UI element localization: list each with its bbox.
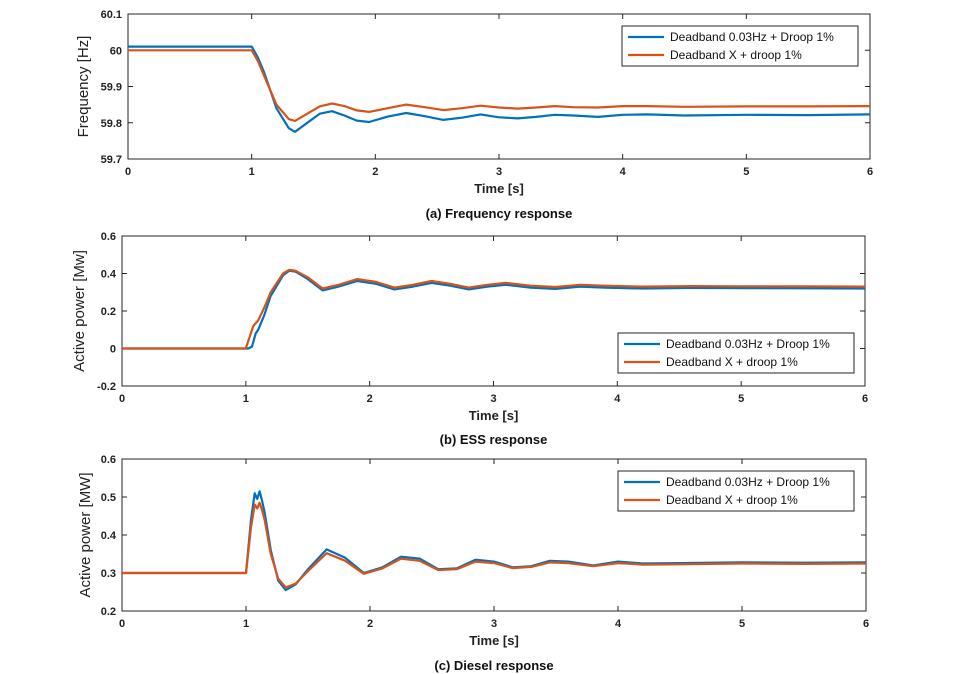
- series-line-1: [128, 45, 871, 133]
- x-tick-label: 1: [249, 166, 255, 178]
- y-tick-label: 0.4: [101, 530, 117, 542]
- series-line-2: [122, 268, 866, 350]
- y-axis-label: Frequency [Hz]: [75, 36, 92, 138]
- x-tick-label: 5: [743, 166, 749, 178]
- panel-caption: (c) Diesel response: [434, 658, 553, 673]
- legend-box: [621, 25, 859, 67]
- legend-label-1: Deadband 0.03Hz + Droop 1%: [666, 475, 830, 489]
- series-line-1: [122, 269, 866, 350]
- x-tick-label: 6: [863, 618, 869, 630]
- x-tick-label: 2: [367, 618, 373, 630]
- panel-caption: (a) Frequency response: [426, 206, 573, 221]
- y-tick-label: 0.3: [101, 568, 116, 580]
- x-axis-label: Time [s]: [474, 181, 524, 196]
- x-tick-label: 3: [496, 166, 502, 178]
- x-tick-label: 5: [739, 618, 745, 630]
- frequency-response-panel: 0 1 2 3 4 5 6 59.7 59.8 59.9 60 60.1 Time [s] Frequen…: [75, 9, 873, 221]
- y-tick-label: 60.1: [101, 9, 122, 21]
- x-axis-label: Time [s]: [469, 633, 519, 648]
- y-tick-label: 0.2: [101, 306, 116, 318]
- y-tick-label: 59.8: [101, 118, 122, 130]
- x-tick-label: 4: [615, 618, 622, 630]
- legend-box: [617, 332, 855, 374]
- series-line-1: [122, 490, 867, 592]
- x-tick-label: 0: [119, 618, 125, 630]
- y-tick-label: 0.5: [101, 492, 116, 504]
- x-tick-label: 1: [243, 393, 249, 405]
- x-tick-label: 0: [119, 393, 125, 405]
- x-tick-label: 3: [490, 393, 496, 405]
- x-tick-label: 4: [620, 166, 627, 178]
- x-tick-label: 3: [491, 618, 497, 630]
- y-axis-label: Active power [Mw]: [71, 250, 88, 372]
- x-axis-label: Time [s]: [469, 408, 519, 423]
- y-tick-label: 0.2: [101, 606, 116, 618]
- y-tick-label: 0.4: [101, 269, 117, 281]
- legend-label-2: Deadband X + droop 1%: [666, 493, 798, 507]
- y-tick-label: 0: [110, 344, 116, 356]
- y-tick-label: 0.6: [101, 231, 116, 243]
- x-tick-label: 6: [867, 166, 873, 178]
- legend-box: [617, 470, 855, 512]
- diesel-response-panel: 0 1 2 3 4 5 6 0.2 0.3 0.4 0.5 0.6 Time [s] Active pow…: [77, 454, 869, 673]
- y-tick-label: 59.7: [101, 154, 122, 166]
- x-tick-label: 4: [614, 393, 621, 405]
- y-tick-label: 59.9: [101, 82, 122, 94]
- y-tick-label: 0.6: [101, 454, 116, 466]
- legend-label-1: Deadband 0.03Hz + Droop 1%: [670, 30, 834, 44]
- x-tick-label: 5: [738, 393, 744, 405]
- legend-label-2: Deadband X + droop 1%: [666, 355, 798, 369]
- x-tick-label: 0: [125, 166, 131, 178]
- panel-caption: (b) ESS response: [440, 432, 548, 447]
- series-line-2: [128, 49, 871, 123]
- series-line-2: [122, 501, 867, 589]
- x-tick-label: 6: [862, 393, 868, 405]
- x-tick-label: 1: [243, 618, 249, 630]
- legend-label-1: Deadband 0.03Hz + Droop 1%: [666, 337, 830, 351]
- x-tick-label: 2: [367, 393, 373, 405]
- x-tick-label: 2: [372, 166, 378, 178]
- y-axis-label: Active power [MW]: [77, 472, 94, 597]
- y-tick-label: -0.2: [97, 381, 116, 393]
- y-tick-label: 60: [110, 45, 122, 57]
- legend-label-2: Deadband X + droop 1%: [670, 48, 802, 62]
